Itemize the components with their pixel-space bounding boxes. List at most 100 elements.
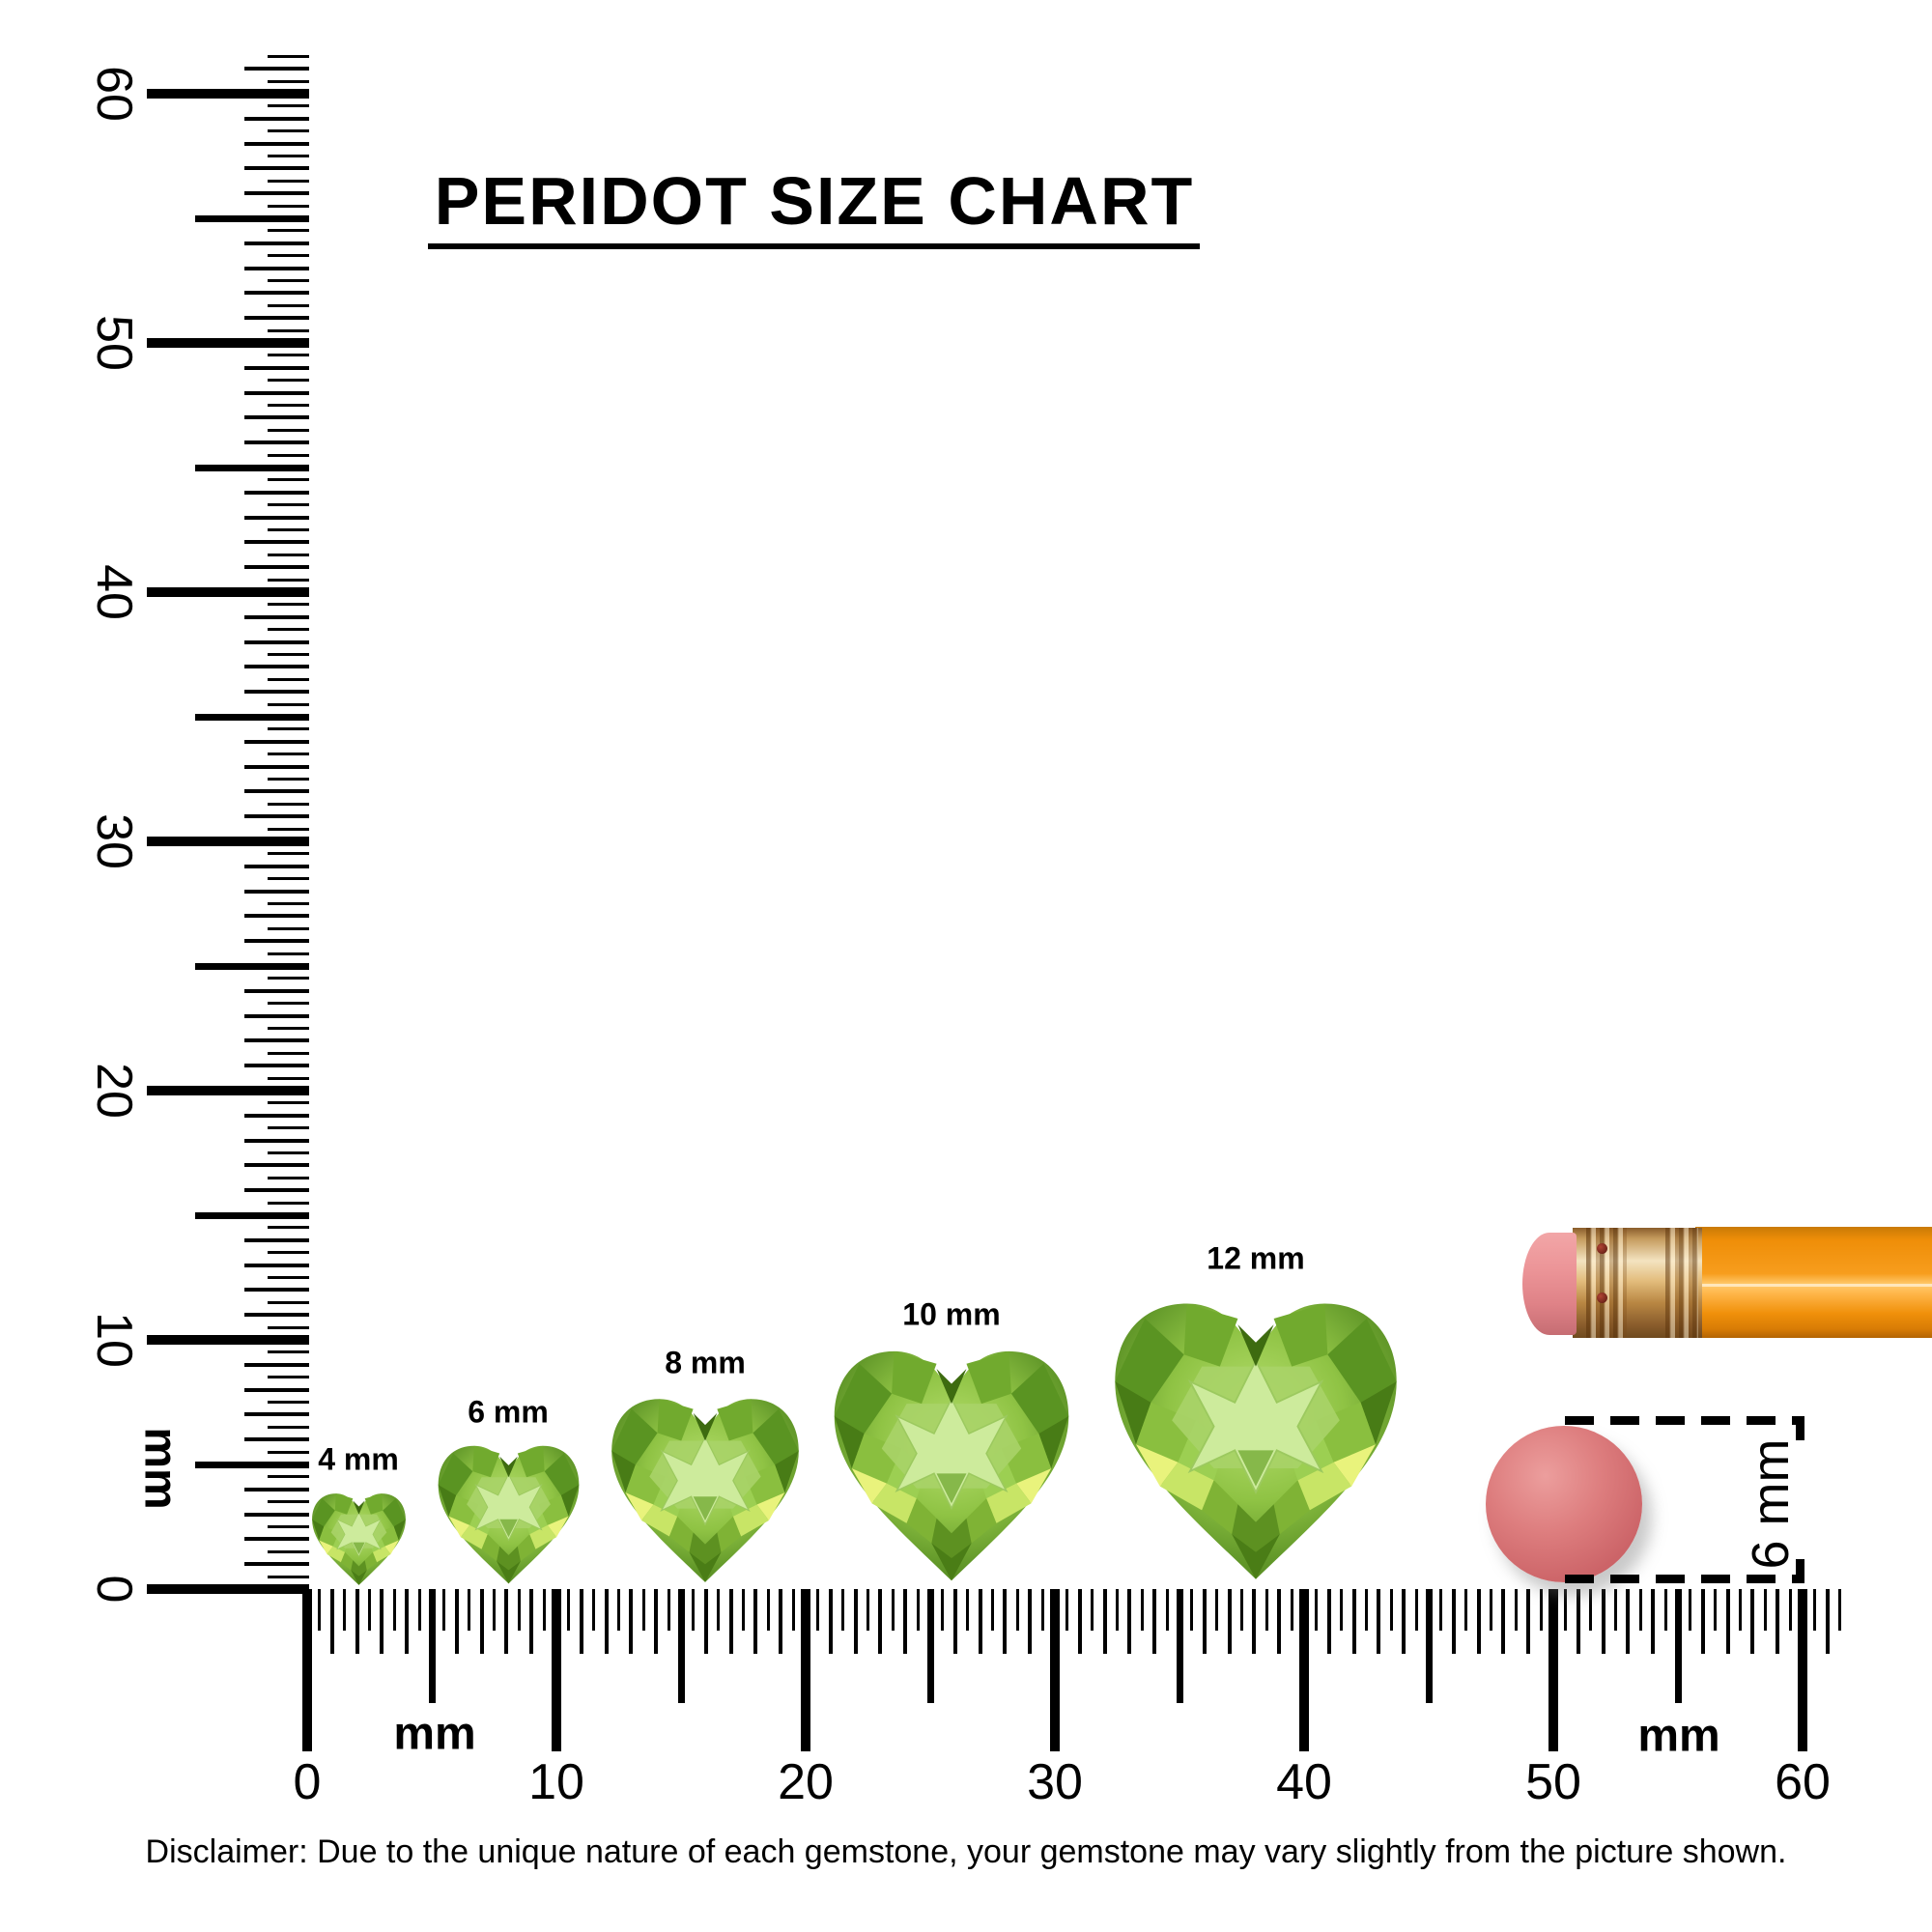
ruler-label: 50 — [86, 315, 142, 371]
ruler-tick — [1264, 1589, 1268, 1631]
ruler-tick — [268, 1176, 309, 1179]
ruler-tick — [268, 179, 309, 183]
ferrule-ridges — [1586, 1228, 1627, 1338]
ruler-unit-label: mm — [1637, 1710, 1720, 1762]
ruler-tick — [268, 677, 309, 681]
ruler-tick — [147, 587, 309, 597]
ruler-label: 60 — [86, 66, 142, 122]
ruler-tick — [244, 415, 309, 420]
ruler-tick — [1589, 1589, 1593, 1631]
ruler-tick — [1725, 1589, 1730, 1654]
ruler-tick — [244, 939, 309, 944]
ruler-tick — [268, 229, 309, 233]
ruler-label: 50 — [1525, 1754, 1581, 1810]
ruler-tick — [244, 1487, 309, 1492]
ruler-tick — [268, 1350, 309, 1354]
ruler-label: 0 — [293, 1754, 322, 1810]
ruler-tick — [268, 578, 309, 582]
ruler-label: 60 — [1775, 1754, 1831, 1810]
ruler-tick — [692, 1589, 696, 1631]
ruler-tick — [244, 365, 309, 370]
ruler-label: 10 — [86, 1312, 142, 1368]
ruler-tick — [147, 1086, 309, 1095]
ruler-tick — [244, 1537, 309, 1542]
ruler-tick — [268, 254, 309, 258]
measurement-dash-end — [1796, 1559, 1804, 1583]
ruler-tick — [1077, 1589, 1082, 1654]
ruler-tick — [592, 1589, 596, 1631]
ruler-tick — [417, 1589, 421, 1631]
pencil-eraser — [1522, 1233, 1577, 1335]
ruler-tick — [244, 988, 309, 993]
ruler-tick — [329, 1589, 334, 1654]
ruler-tick — [1015, 1589, 1019, 1631]
gem-heart-12mm — [1106, 1289, 1406, 1588]
ruler-label: 40 — [86, 564, 142, 620]
ruler-tick — [268, 1376, 309, 1379]
ruler-label: 0 — [86, 1575, 142, 1604]
ruler-tick — [268, 328, 309, 332]
ruler-tick — [147, 1584, 309, 1594]
ruler-tick — [1476, 1589, 1481, 1654]
ruler-tick — [1215, 1589, 1219, 1631]
ruler-tick — [244, 1387, 309, 1392]
ruler-tick — [1340, 1589, 1344, 1631]
ruler-tick — [268, 603, 309, 607]
ruler-tick — [268, 104, 309, 108]
ruler-tick — [268, 1201, 309, 1205]
ruler-tick — [542, 1589, 546, 1631]
ruler-tick — [978, 1589, 982, 1654]
ruler-tick — [244, 889, 309, 894]
ruler-tick — [244, 764, 309, 769]
ruler-tick — [1626, 1589, 1631, 1654]
ruler-tick — [1689, 1589, 1692, 1631]
ruler-tick — [1140, 1589, 1144, 1631]
ruler-tick — [1464, 1589, 1468, 1631]
ruler-tick — [268, 1549, 309, 1553]
ruler-tick — [604, 1589, 609, 1654]
ruler-tick — [244, 1263, 309, 1267]
ruler-tick — [268, 1126, 309, 1130]
ruler-tick — [1776, 1589, 1780, 1654]
ruler-tick — [268, 1500, 309, 1504]
ruler-tick — [244, 814, 309, 819]
ruler-tick — [1202, 1589, 1207, 1654]
ruler-tick — [529, 1589, 534, 1654]
ruler-label: 20 — [778, 1754, 834, 1810]
ruler-tick — [454, 1589, 459, 1654]
ruler-tick — [493, 1589, 496, 1631]
ruler-tick — [1252, 1589, 1257, 1654]
ruler-tick — [244, 639, 309, 644]
ruler-tick — [654, 1589, 659, 1654]
title-underline — [428, 243, 1200, 249]
ruler-tick — [1152, 1589, 1157, 1654]
ruler-tick — [916, 1589, 920, 1631]
ruler-tick — [195, 464, 309, 471]
measurement-dash-end — [1796, 1416, 1804, 1440]
ruler-tick — [147, 338, 309, 348]
ruler-tick — [147, 1335, 309, 1345]
ruler-tick — [1813, 1589, 1817, 1631]
ruler-tick — [1028, 1589, 1033, 1654]
ruler-tick — [268, 503, 309, 507]
ruler-tick — [268, 1300, 309, 1304]
ruler-tick — [244, 1038, 309, 1043]
ruler-label: 30 — [1027, 1754, 1083, 1810]
ruler-tick — [268, 628, 309, 632]
ruler-tick — [504, 1589, 509, 1654]
gem-heart-6mm — [434, 1438, 583, 1588]
ruler-tick — [1389, 1589, 1393, 1631]
ruler-tick — [779, 1589, 783, 1654]
ruler-tick — [1240, 1589, 1243, 1631]
ruler-tick — [1402, 1589, 1406, 1654]
ruler-tick — [1739, 1589, 1742, 1631]
ruler-tick — [268, 1101, 309, 1105]
ruler-tick — [268, 54, 309, 58]
pencil-body — [1695, 1227, 1932, 1338]
ruler-tick — [1102, 1589, 1107, 1654]
ruler-tick — [244, 1412, 309, 1417]
ruler-tick — [244, 1512, 309, 1517]
ruler-tick — [1638, 1589, 1642, 1631]
ruler-tick — [1838, 1589, 1842, 1631]
